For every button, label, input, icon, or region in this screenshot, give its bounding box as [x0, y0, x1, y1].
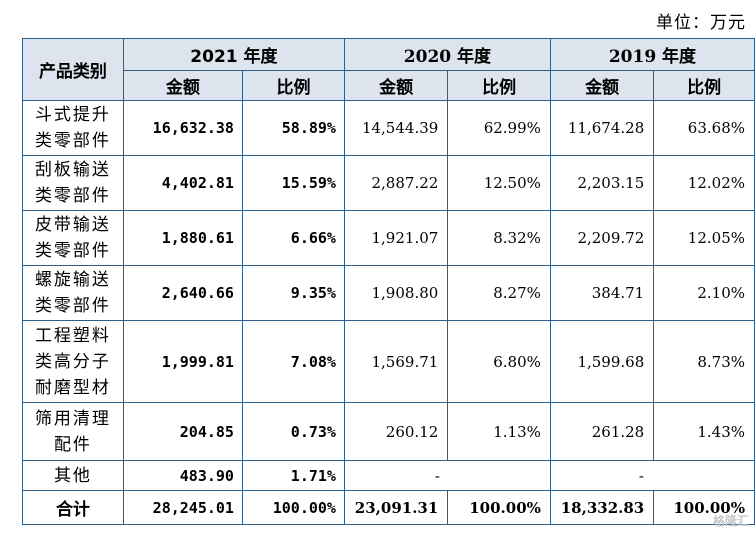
ratio-2021-cell: 9.35%	[241, 265, 345, 321]
ratio-2021-cell: 7.08%	[241, 320, 345, 403]
table-row: 皮带输送 类零部件 1,880.61 6.66% 1,921.07 8.32% 2,209.…	[22, 210, 755, 266]
ratio-2019-cell: 8.73%	[653, 320, 755, 403]
ratio-2021-cell: 15.59%	[241, 155, 345, 211]
row-category-cell: 皮带输送 类零部件	[22, 210, 124, 266]
amount-2021-cell: 204.85	[122, 402, 243, 461]
ratio-2020-cell: 8.32%	[447, 210, 551, 266]
amount-2021-cell: 4,402.81	[122, 155, 243, 211]
amount-2019-cell: 1,599.68	[549, 320, 655, 403]
revenue-by-category-table: 产品类别 2021 年度 2020 年度 2019 年度 金额 比例 金额 比例…	[22, 38, 755, 525]
header-amount-2020: 金额	[343, 70, 449, 101]
amount-2020-cell: 260.12	[343, 402, 449, 461]
amount-2020-cell: 1,908.80	[343, 265, 449, 321]
header-amount-2021: 金额	[122, 70, 243, 101]
row-category-line: 类零部件	[34, 131, 111, 151]
ratio-2019-cell: 12.02%	[653, 155, 755, 211]
amount-2021-cell: 16,632.38	[122, 100, 243, 156]
amount-2019-cell: 384.71	[549, 265, 655, 321]
amount-2021-cell: 2,640.66	[122, 265, 243, 321]
ratio-2019-cell: 2.10%	[653, 265, 755, 321]
unit-label: 单位：万元	[656, 13, 746, 33]
watermark-logo: 格隆汇	[712, 514, 749, 528]
total-ratio-2020: 100.00%	[447, 490, 551, 525]
header-ratio-2021: 比例	[241, 70, 345, 101]
header-2019: 2019 年度	[549, 38, 755, 71]
row-category-cell: 螺旋输送 类零部件	[22, 265, 124, 321]
row-category-line: 类零部件	[34, 186, 111, 206]
row-category-line: 斗式提升	[34, 105, 111, 125]
ratio-2019-cell: 12.05%	[653, 210, 755, 266]
amount-2019-cell: 2,209.72	[549, 210, 655, 266]
total-amount-2021: 28,245.01	[122, 490, 243, 525]
amount-2019-cell: 2,203.15	[549, 155, 655, 211]
amount-2021-cell: 1,880.61	[122, 210, 243, 266]
row-category-line: 配件	[53, 434, 92, 455]
amount-2020-cell: 2,887.22	[343, 155, 449, 211]
ratio-2020-cell: 12.50%	[447, 155, 551, 211]
amount-2019-cell: -	[549, 460, 755, 491]
total-row: 合计 28,245.01 100.00% 23,091.31 100.00% 18,332…	[22, 490, 755, 525]
row-category-cell: 斗式提升 类零部件	[22, 100, 124, 156]
row-category-cell: 筛用清理 配件	[22, 402, 124, 461]
amount-2021-cell: 483.90	[122, 460, 243, 491]
row-category-line: 其他	[53, 465, 92, 486]
ratio-2019-cell: 1.43%	[653, 402, 755, 461]
ratio-2020-cell: 6.80%	[447, 320, 551, 403]
amount-2021-cell: 1,999.81	[122, 320, 243, 403]
amount-2020-cell: 14,544.39	[343, 100, 449, 156]
amount-2019-cell: 261.28	[549, 402, 655, 461]
row-category-cell: 工程塑料类高分子耐磨型材	[22, 320, 124, 403]
amount-2019-cell: 11,674.28	[549, 100, 655, 156]
header-category: 产品类别	[22, 38, 124, 101]
ratio-2019-cell: 63.68%	[653, 100, 755, 156]
amount-2020-cell: -	[343, 460, 551, 491]
row-category-line: 类零部件	[34, 241, 111, 261]
ratio-2020-cell: 8.27%	[447, 265, 551, 321]
row-category-cell: 其他	[22, 460, 124, 491]
total-ratio-2019: 100.00%	[653, 490, 755, 525]
total-amount-2019: 18,332.83	[549, 490, 655, 525]
ratio-2021-cell: 58.89%	[241, 100, 345, 156]
header-2020: 2020 年度	[343, 38, 551, 71]
table-row: 筛用清理 配件 204.85 0.73% 260.12 1.13% 261.28 1.43%	[22, 402, 755, 461]
table-row: 螺旋输送 类零部件 2,640.66 9.35% 1,908.80 8.27% 384.71…	[22, 265, 755, 321]
ratio-2021-cell: 6.66%	[241, 210, 345, 266]
ratio-2021-cell: 1.71%	[241, 460, 345, 491]
total-ratio-2021: 100.00%	[241, 490, 345, 525]
header-ratio-2019: 比例	[653, 70, 755, 101]
table-row: 其他 483.90 1.71% - -	[22, 460, 755, 491]
ratio-2021-cell: 0.73%	[241, 402, 345, 461]
header-ratio-2020: 比例	[447, 70, 551, 101]
table-row: 刮板输送 类零部件 4,402.81 15.59% 2,887.22 12.50% 2,20…	[22, 155, 755, 211]
row-category-line: 类高分子	[34, 351, 111, 372]
table-row: 工程塑料 类高分子 耐磨型材 1,999.81 7.08% 1,569.71 6.80% 1,…	[22, 320, 755, 403]
ratio-2020-cell: 1.13%	[447, 402, 551, 461]
row-category-line: 类零部件	[34, 296, 111, 316]
total-amount-2020: 23,091.31	[343, 490, 449, 525]
row-category-line: 刮板输送	[34, 160, 111, 180]
row-category-line: 工程塑料	[34, 325, 111, 346]
amount-2020-cell: 1,569.71	[343, 320, 449, 403]
header-amount-2019: 金额	[549, 70, 655, 101]
row-category-line: 筛用清理	[34, 408, 111, 429]
row-category-line: 螺旋输送	[34, 270, 111, 290]
row-category-line: 耐磨型材	[34, 377, 111, 398]
total-label: 合计	[22, 490, 124, 525]
row-category-cell: 刮板输送 类零部件	[22, 155, 124, 211]
ratio-2020-cell: 62.99%	[447, 100, 551, 156]
amount-2020-cell: 1,921.07	[343, 210, 449, 266]
table-row: 斗式提升 类零部件 16,632.38 58.89% 14,544.39 62.99% 11…	[22, 100, 755, 156]
header-2021: 2021 年度	[122, 38, 345, 71]
row-category-line: 皮带输送	[34, 215, 111, 235]
